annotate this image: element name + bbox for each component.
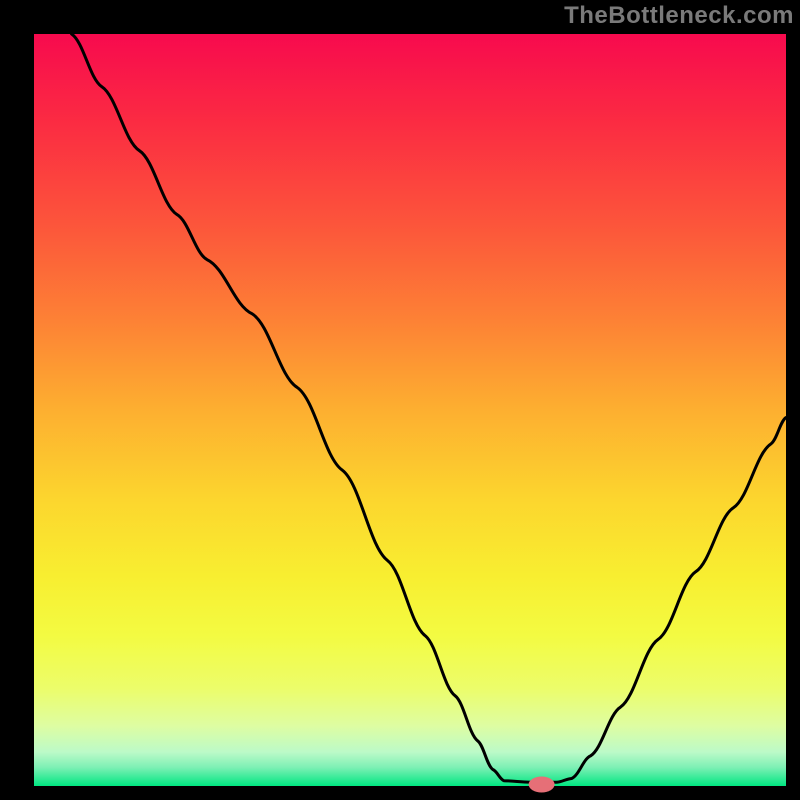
chart-plot-area — [34, 34, 786, 786]
optimal-marker — [529, 776, 555, 792]
bottleneck-chart — [0, 0, 800, 800]
watermark-text: TheBottleneck.com — [564, 2, 794, 30]
